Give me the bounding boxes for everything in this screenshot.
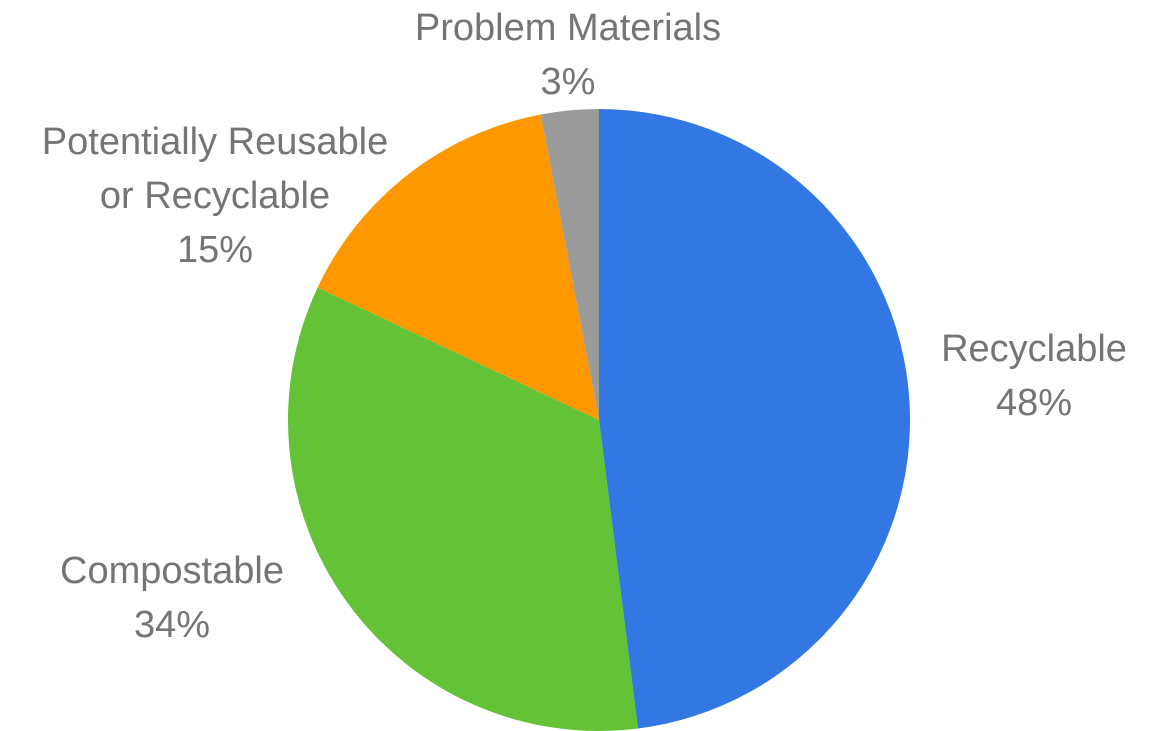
slice-label-recyclable: Recyclable 48% <box>941 328 1127 424</box>
slice-name-compostable: Compostable <box>60 550 284 592</box>
slice-value-potentially-reusable: 15% <box>177 229 253 271</box>
slice-name-potentially-reusable-line2: or Recyclable <box>100 175 330 217</box>
slice-name-recyclable: Recyclable <box>941 328 1127 370</box>
pie-slice-potentially-reusable <box>317 114 599 420</box>
slice-label-potentially-reusable: Potentially Reusable or Recyclable 15% <box>42 121 388 271</box>
pie-slice-recyclable <box>599 109 911 729</box>
pie-slices <box>288 109 911 731</box>
pie-slice-problem-materials <box>540 109 599 420</box>
slice-label-problem-materials: Problem Materials 3% <box>415 7 721 103</box>
slice-value-recyclable: 48% <box>996 382 1072 424</box>
slice-name-potentially-reusable-line1: Potentially Reusable <box>42 121 388 163</box>
slice-value-compostable: 34% <box>134 604 210 646</box>
pie-slice-compostable <box>288 287 638 731</box>
slice-label-compostable: Compostable 34% <box>60 550 284 646</box>
slice-value-problem-materials: 3% <box>541 61 596 103</box>
slice-name-problem-materials: Problem Materials <box>415 7 721 49</box>
